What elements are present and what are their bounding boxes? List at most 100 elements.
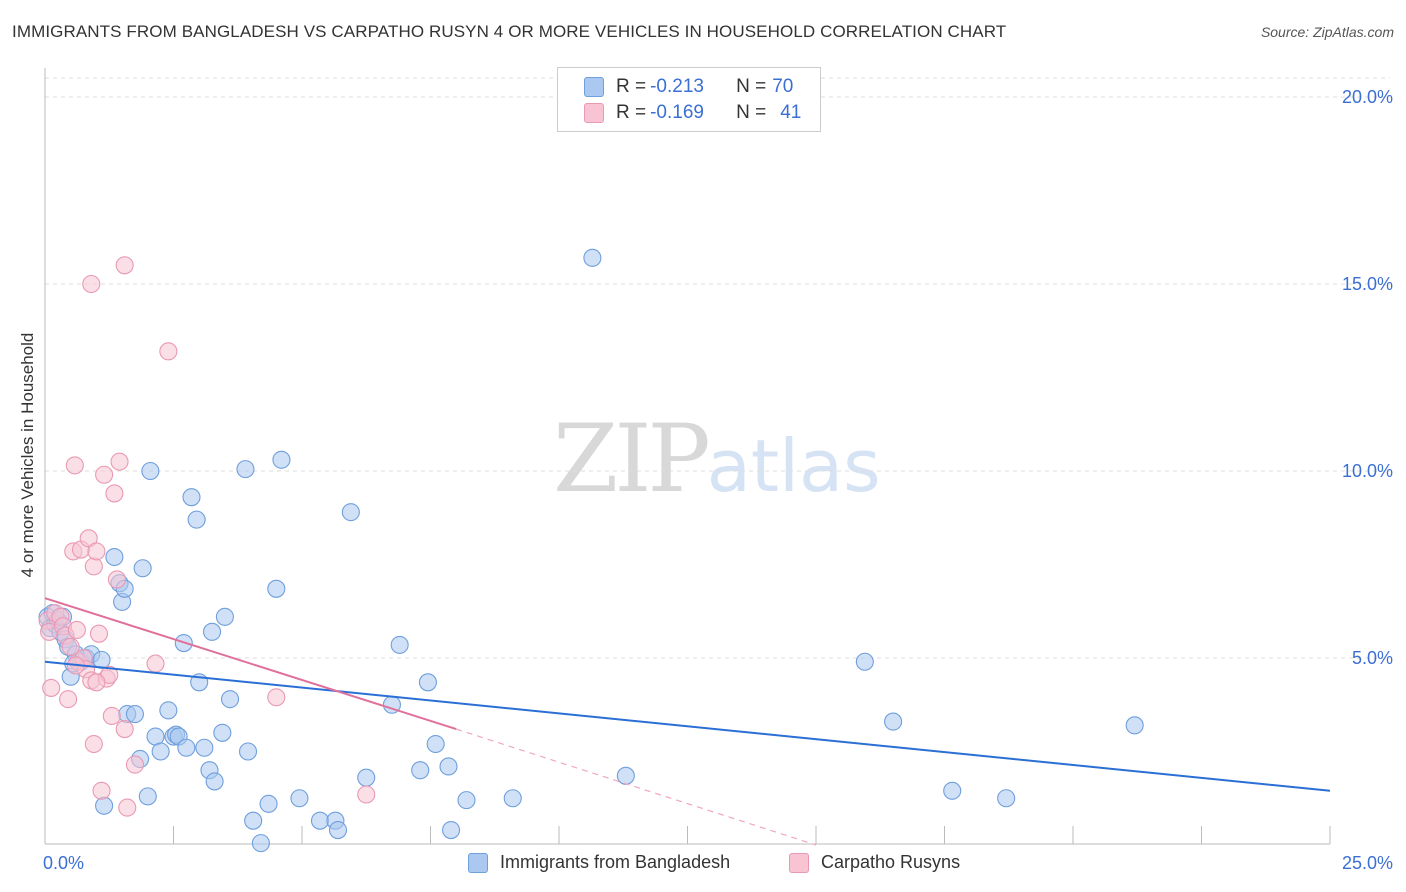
- bangladesh-point: [442, 820, 461, 840]
- bangladesh-point: [182, 488, 201, 507]
- bangladesh-point: [418, 673, 437, 692]
- bangladesh-point: [215, 607, 234, 626]
- carpatho-trendline: [44, 597, 457, 731]
- bangladesh-point: [943, 781, 962, 800]
- legend-r-value: -0.169: [650, 102, 704, 123]
- carpatho-point: [59, 690, 78, 709]
- carpatho-point: [125, 755, 144, 774]
- bangladesh-point: [159, 701, 178, 720]
- watermark-atlas: atlas: [706, 424, 881, 508]
- bangladesh-point: [341, 503, 360, 522]
- legend-n-value: 70: [772, 76, 794, 97]
- bangladesh-point: [187, 510, 206, 529]
- carpatho-point: [92, 781, 111, 800]
- bangladesh-point: [884, 712, 903, 731]
- legend-n-label: N =: [736, 76, 767, 97]
- bangladesh-point: [310, 811, 330, 830]
- correlation-legend: R = -0.213 N = 70 R = -0.169 N = 41: [557, 67, 821, 132]
- bangladesh-point: [259, 794, 278, 813]
- carpatho-point: [61, 637, 80, 656]
- bangladesh-point: [125, 705, 144, 724]
- source-attribution: Source: ZipAtlas.com: [1260, 24, 1394, 40]
- carpatho-point: [115, 720, 134, 739]
- bangladesh-point: [583, 248, 602, 267]
- bangladesh-point: [151, 742, 170, 761]
- legend-row-carpatho: R = -0.169 N = 41: [584, 100, 801, 126]
- series-swatch-bangladesh: [468, 852, 488, 873]
- legend-n-label: N =: [736, 102, 767, 123]
- carpatho-point: [107, 570, 127, 589]
- watermark-zip: ZIP: [553, 405, 711, 514]
- carpatho-point: [67, 620, 86, 640]
- carpatho-point: [84, 734, 103, 754]
- bangladesh-point: [138, 787, 157, 806]
- series-label-bangladesh: Immigrants from Bangladesh: [500, 852, 731, 872]
- carpatho-point: [115, 256, 134, 275]
- legend-swatch-bangladesh: [584, 77, 604, 97]
- bangladesh-point: [95, 796, 114, 815]
- carpatho-point: [105, 484, 124, 503]
- legend-swatch-carpatho: [584, 103, 604, 123]
- bangladesh-point: [267, 579, 286, 598]
- carpatho-point: [95, 465, 114, 484]
- x-tick-label: 25.0%: [1342, 853, 1393, 873]
- bangladesh-point: [203, 622, 222, 641]
- x-tick-label: 0.0%: [43, 853, 84, 873]
- carpatho-point: [102, 706, 121, 726]
- bangladesh-point: [290, 789, 309, 808]
- series-legend-bangladesh[interactable]: Immigrants from Bangladesh: [468, 852, 730, 873]
- carpatho-point: [89, 624, 109, 643]
- legend-r-value: -0.213: [650, 76, 704, 97]
- carpatho-point: [267, 688, 286, 707]
- bangladesh-point: [997, 789, 1016, 808]
- series-swatch-carpatho: [789, 852, 809, 873]
- carpatho-point: [146, 654, 165, 673]
- bangladesh-point: [411, 761, 430, 780]
- legend-n-value: 41: [780, 102, 802, 123]
- legend-r-label: R =: [616, 76, 647, 97]
- bangladesh-point: [357, 768, 376, 787]
- carpatho-point: [82, 274, 101, 294]
- carpatho-point: [65, 456, 84, 475]
- bangladesh-point: [205, 772, 224, 791]
- bangladesh-point: [616, 766, 635, 785]
- y-tick-label: 10.0%: [1342, 461, 1393, 481]
- y-tick-label: 5.0%: [1352, 648, 1393, 668]
- carpatho-point: [118, 798, 137, 817]
- carpatho-trendline-extension: [456, 728, 817, 846]
- carpatho-point: [110, 452, 129, 471]
- bangladesh-point: [238, 742, 258, 761]
- y-tick-label: 20.0%: [1342, 87, 1393, 107]
- carpatho-point: [84, 557, 103, 576]
- bangladesh-point: [177, 738, 196, 757]
- series-legend: Immigrants from Bangladesh Carpatho Rusy…: [0, 852, 1406, 878]
- bangladesh-point: [439, 757, 458, 776]
- bangladesh-point: [244, 811, 263, 830]
- legend-r-label: R =: [616, 102, 647, 123]
- bangladesh-point: [133, 559, 152, 578]
- bangladesh-point: [213, 723, 232, 742]
- watermark: ZIPatlas: [553, 405, 881, 514]
- bangladesh-point: [141, 461, 160, 481]
- series-legend-carpatho[interactable]: Carpatho Rusyns: [789, 852, 960, 873]
- legend-row-bangladesh: R = -0.213 N = 70: [584, 74, 793, 100]
- y-tick-label: 15.0%: [1342, 274, 1393, 294]
- carpatho-point: [357, 785, 376, 804]
- y-axis-label: 4 or more Vehicles in Household: [18, 332, 37, 578]
- bangladesh-point: [236, 460, 255, 479]
- bangladesh-trendline: [44, 660, 1331, 792]
- bangladesh-point: [503, 789, 522, 808]
- bangladesh-point: [195, 738, 214, 757]
- chart-title: IMMIGRANTS FROM BANGLADESH VS CARPATHO R…: [12, 22, 1007, 41]
- carpatho-point: [87, 542, 106, 561]
- bangladesh-point: [328, 820, 348, 840]
- bangladesh-point: [1125, 716, 1144, 735]
- bangladesh-point: [220, 690, 240, 709]
- bangladesh-point: [105, 547, 124, 567]
- carpatho-point: [42, 678, 61, 697]
- carpatho-point: [159, 342, 178, 361]
- series-label-carpatho: Carpatho Rusyns: [821, 852, 961, 872]
- bangladesh-point: [457, 791, 476, 810]
- bangladesh-point: [272, 450, 291, 469]
